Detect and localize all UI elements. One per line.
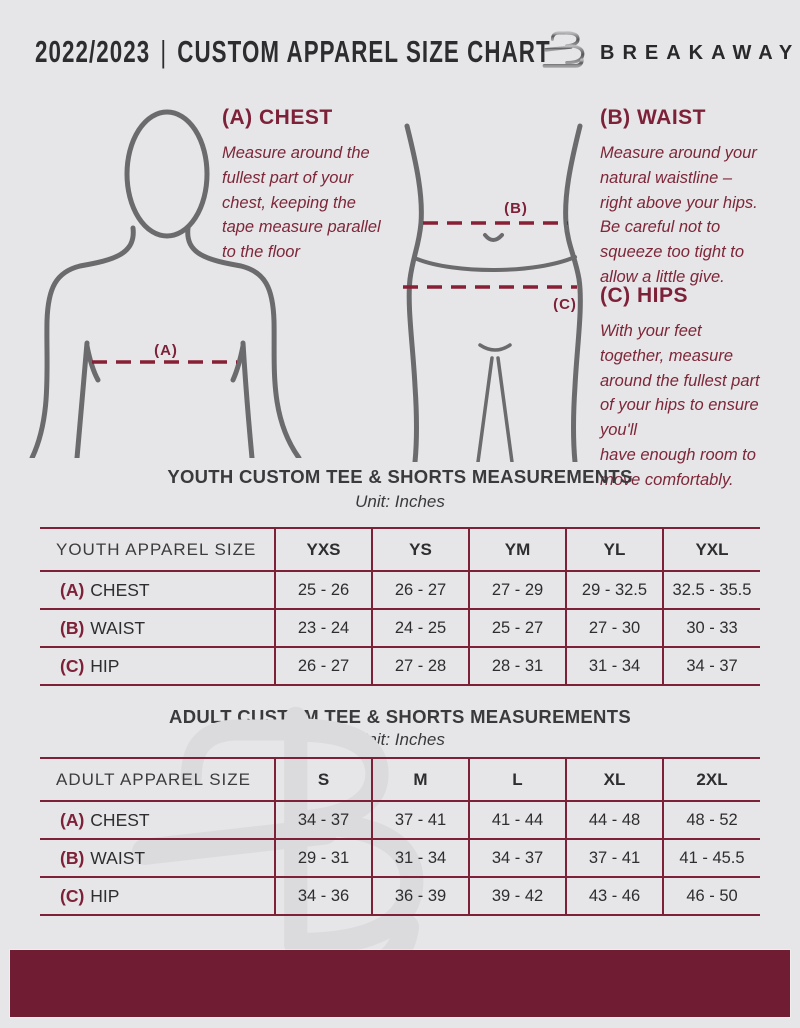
table-row: (B) WAIST 29 - 31 31 - 34 34 - 37 37 - 41… bbox=[40, 838, 760, 877]
adult-size-col-header: ADULT APPAREL SIZE bbox=[40, 757, 275, 801]
cell-value: 34 - 37 bbox=[662, 646, 760, 686]
title-main: CUSTOM APPAREL SIZE CHART bbox=[177, 34, 551, 69]
chest-figure-illustration: (A) bbox=[29, 109, 302, 458]
table-row: (B) WAIST 23 - 24 24 - 25 25 - 27 27 - 30… bbox=[40, 608, 760, 647]
cell-value: 26 - 27 bbox=[274, 646, 372, 686]
cell-value: 32.5 - 35.5 bbox=[662, 570, 760, 609]
cell-value: 30 - 33 bbox=[662, 608, 760, 647]
chest-heading: (A) CHEST bbox=[222, 106, 333, 129]
youth-size-table: YOUTH APPAREL SIZE YXS YS YM YL YXL (A) C… bbox=[40, 527, 760, 686]
cell-value: 25 - 27 bbox=[468, 608, 566, 647]
adult-waist-row-label: (B) WAIST bbox=[40, 838, 275, 877]
row-prefix: (C) bbox=[60, 885, 85, 906]
title-year: 2022/2023 bbox=[35, 34, 151, 69]
waist-heading: (B) WAIST bbox=[600, 106, 706, 129]
cell-value: 34 - 37 bbox=[468, 838, 566, 877]
waist-instruction-block: (B) WAIST Measure around your natural wa… bbox=[600, 106, 795, 290]
youth-size-yxl: YXL bbox=[662, 527, 760, 571]
cell-value: 34 - 37 bbox=[274, 800, 372, 839]
table-row: (A) CHEST 25 - 26 26 - 27 27 - 29 29 - 32… bbox=[40, 570, 760, 609]
brand-name: BREAKAWAY bbox=[600, 42, 800, 64]
row-prefix: (B) bbox=[60, 617, 85, 638]
cell-value: 28 - 31 bbox=[468, 646, 566, 686]
cell-value: 23 - 24 bbox=[274, 608, 372, 647]
page-title: 2022/2023 | CUSTOM APPAREL SIZE CHART bbox=[35, 34, 751, 70]
cell-value: 29 - 31 bbox=[274, 838, 372, 877]
cell-value: 27 - 28 bbox=[371, 646, 469, 686]
hips-description: With your feet together, measure around … bbox=[600, 322, 760, 489]
row-label: WAIST bbox=[90, 617, 146, 638]
row-prefix: (C) bbox=[60, 655, 85, 676]
youth-size-yl: YL bbox=[565, 527, 663, 571]
chest-description: Measure around the fullest part of your … bbox=[222, 144, 381, 261]
cell-value: 41 - 44 bbox=[468, 800, 566, 839]
table-row: (C) HIP 26 - 27 27 - 28 28 - 31 31 - 34 3… bbox=[40, 646, 760, 686]
cell-value: 46 - 50 bbox=[662, 876, 760, 916]
cell-value: 41 - 45.5 bbox=[662, 838, 760, 877]
row-label: HIP bbox=[90, 885, 120, 906]
row-label: CHEST bbox=[90, 809, 150, 830]
youth-chest-row-label: (A) CHEST bbox=[40, 570, 275, 609]
hips-heading: (C) HIPS bbox=[600, 284, 688, 307]
table-row: (A) CHEST 34 - 37 37 - 41 41 - 44 44 - 48… bbox=[40, 800, 760, 839]
cell-value: 37 - 41 bbox=[371, 800, 469, 839]
adult-size-table: ADULT APPAREL SIZE S M L XL 2XL (A) CHEST… bbox=[40, 757, 760, 916]
adult-size-m: M bbox=[371, 757, 469, 801]
youth-table-title: YOUTH CUSTOM TEE & SHORTS MEASUREMENTS bbox=[167, 466, 633, 487]
adult-size-s: S bbox=[274, 757, 372, 801]
youth-size-ys: YS bbox=[371, 527, 469, 571]
cell-value: 31 - 34 bbox=[565, 646, 663, 686]
youth-size-yxs: YXS bbox=[274, 527, 372, 571]
waist-line-label: (B) bbox=[504, 200, 528, 217]
adult-hip-row-label: (C) HIP bbox=[40, 876, 275, 916]
cell-value: 31 - 34 bbox=[371, 838, 469, 877]
youth-size-ym: YM bbox=[468, 527, 566, 571]
title-divider: | bbox=[160, 34, 168, 69]
adult-header-row: ADULT APPAREL SIZE S M L XL 2XL bbox=[40, 757, 760, 801]
cell-value: 48 - 52 bbox=[662, 800, 760, 839]
hips-line-label: (C) bbox=[553, 296, 577, 313]
adult-chest-row-label: (A) CHEST bbox=[40, 800, 275, 839]
cell-value: 39 - 42 bbox=[468, 876, 566, 916]
chest-line-label: (A) bbox=[154, 342, 178, 359]
hips-instruction-block: (C) HIPS With your feet together, measur… bbox=[600, 284, 795, 492]
adult-size-2xl: 2XL bbox=[662, 757, 760, 801]
cell-value: 34 - 36 bbox=[274, 876, 372, 916]
cell-value: 37 - 41 bbox=[565, 838, 663, 877]
cell-value: 27 - 29 bbox=[468, 570, 566, 609]
adult-size-l: L bbox=[468, 757, 566, 801]
chest-instruction-block: (A) CHEST Measure around the fullest par… bbox=[222, 106, 412, 265]
footer-accent-bar bbox=[10, 950, 790, 1017]
row-prefix: (A) bbox=[60, 579, 85, 600]
youth-hip-row-label: (C) HIP bbox=[40, 646, 275, 686]
table-row: (C) HIP 34 - 36 36 - 39 39 - 42 43 - 46 4… bbox=[40, 876, 760, 916]
adult-size-xl: XL bbox=[565, 757, 663, 801]
row-prefix: (A) bbox=[60, 809, 85, 830]
cell-value: 26 - 27 bbox=[371, 570, 469, 609]
cell-value: 44 - 48 bbox=[565, 800, 663, 839]
waist-description: Measure around your natural waistline – … bbox=[600, 144, 758, 286]
breakaway-logo-icon bbox=[542, 29, 585, 68]
row-label: CHEST bbox=[90, 579, 150, 600]
youth-waist-row-label: (B) WAIST bbox=[40, 608, 275, 647]
youth-header-row: YOUTH APPAREL SIZE YXS YS YM YL YXL bbox=[40, 527, 760, 571]
cell-value: 43 - 46 bbox=[565, 876, 663, 916]
cell-value: 29 - 32.5 bbox=[565, 570, 663, 609]
row-label: WAIST bbox=[90, 847, 146, 868]
row-prefix: (B) bbox=[60, 847, 85, 868]
row-label: HIP bbox=[90, 655, 120, 676]
cell-value: 36 - 39 bbox=[371, 876, 469, 916]
waist-hips-figure-illustration: (B) (C) bbox=[403, 123, 583, 462]
cell-value: 25 - 26 bbox=[274, 570, 372, 609]
cell-value: 27 - 30 bbox=[565, 608, 663, 647]
youth-table-subtitle: Unit: Inches bbox=[355, 492, 445, 511]
youth-size-col-header: YOUTH APPAREL SIZE bbox=[40, 527, 275, 571]
cell-value: 24 - 25 bbox=[371, 608, 469, 647]
